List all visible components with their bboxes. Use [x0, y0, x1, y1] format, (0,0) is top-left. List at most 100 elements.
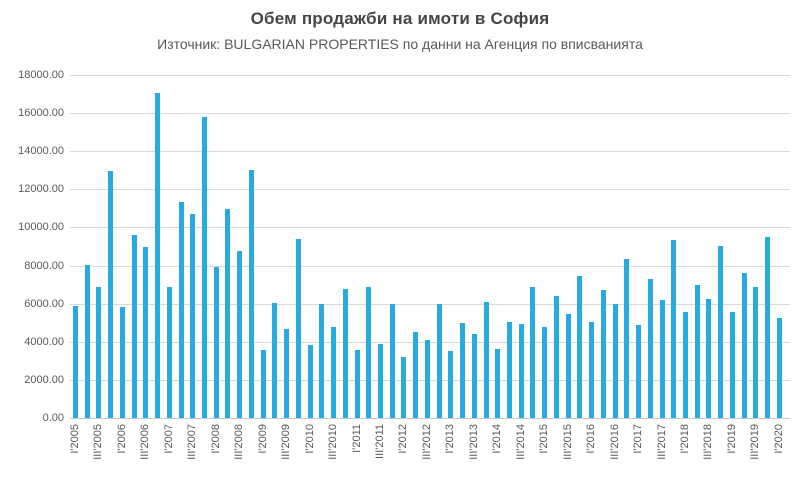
- y-tick-label: 16000.00: [18, 107, 64, 120]
- bar-II'2019: [741, 273, 747, 418]
- bar-I'2013: [448, 351, 454, 418]
- x-tick-label: I'2020: [772, 424, 785, 454]
- bar-IV'2016: [624, 258, 630, 418]
- x-tick-label: I'2009: [256, 424, 269, 454]
- bar-II'2005: [84, 264, 90, 418]
- bar-II'2006: [131, 235, 137, 418]
- y-tick-label: 8000.00: [24, 259, 64, 272]
- bar-III'2008: [237, 251, 243, 418]
- bar-IV'2008: [248, 170, 254, 418]
- x-tick-label: I'2014: [491, 424, 504, 454]
- bar-III'2015: [565, 314, 571, 418]
- x-tick-label: III'2010: [327, 424, 340, 460]
- bar-IV'2007: [202, 116, 208, 418]
- x-tick-label: I'2012: [397, 424, 410, 454]
- gridline: [70, 303, 790, 305]
- gridline: [70, 151, 790, 153]
- x-tick-label: III'2005: [92, 424, 105, 460]
- plot-area: [70, 75, 790, 419]
- y-tick-label: 18000.00: [18, 69, 64, 81]
- bar-IV'2014: [530, 286, 536, 418]
- y-tick-label: 14000.00: [18, 145, 64, 158]
- chart-title: Обем продажби на имоти в София: [250, 9, 550, 28]
- y-tick-label: 4000.00: [24, 335, 64, 348]
- bar-I'2019: [729, 312, 735, 418]
- x-tick-label: III'2017: [655, 424, 668, 460]
- x-tick-label: III'2006: [139, 424, 152, 460]
- bar-II'2014: [507, 321, 512, 418]
- bar-IV'2009: [295, 238, 301, 418]
- x-tick-label: III'2018: [702, 424, 715, 460]
- gridline: [70, 265, 790, 267]
- gridline: [70, 75, 790, 76]
- bar-II'2011: [366, 287, 372, 418]
- bar-IV'2017: [671, 239, 677, 418]
- y-tick-label: 12000.00: [18, 183, 64, 196]
- bar-II'2012: [413, 332, 419, 418]
- y-tick-label: 10000.00: [18, 221, 64, 234]
- y-tick-label: 0.00: [42, 412, 64, 424]
- bar-IV'2005: [108, 171, 114, 418]
- gridline: [70, 379, 790, 381]
- x-tick-label: I'2006: [115, 424, 128, 454]
- bar-III'2017: [659, 299, 665, 418]
- bar-I'2020: [776, 317, 782, 418]
- bar-III'2011: [377, 343, 383, 418]
- bar-II'2008: [225, 209, 231, 418]
- x-tick-label: I'2011: [350, 424, 363, 453]
- x-tick-label: I'2010: [303, 424, 316, 454]
- bar-II'2016: [600, 290, 606, 418]
- bar-IV'2015: [577, 276, 583, 418]
- bar-II'2010: [319, 303, 325, 418]
- bar-III'2014: [518, 323, 524, 418]
- bar-IV'2010: [342, 289, 348, 418]
- bar-I'2008: [213, 266, 219, 418]
- x-tick-label: I'2013: [444, 424, 457, 454]
- x-tick-label: III'2019: [749, 424, 762, 460]
- bar-IV'2006: [155, 93, 161, 418]
- bar-I'2009: [260, 350, 266, 418]
- bar-IV'2012: [436, 303, 442, 418]
- bar-IV'2011: [389, 303, 395, 418]
- bar-I'2010: [307, 344, 313, 418]
- bar-IV'2019: [765, 236, 771, 418]
- bar-III'2012: [424, 339, 430, 418]
- x-tick-label: III'2007: [186, 424, 199, 460]
- y-tick-label: 2000.00: [24, 373, 64, 386]
- bar-I'2018: [682, 312, 688, 418]
- bar-I'2011: [354, 350, 360, 418]
- bar-III'2019: [753, 287, 759, 418]
- gridline: [70, 113, 790, 115]
- x-tick-label: III'2009: [280, 424, 293, 460]
- bar-I'2014: [495, 349, 501, 418]
- x-tick-label: III'2016: [608, 424, 621, 460]
- x-tick-label: I'2016: [585, 424, 598, 454]
- x-tick-label: I'2015: [538, 424, 551, 454]
- bar-I'2007: [166, 286, 172, 418]
- bar-III'2005: [96, 286, 102, 418]
- bar-III'2006: [143, 247, 149, 418]
- x-axis-line: [70, 418, 790, 419]
- bar-III'2009: [284, 329, 290, 418]
- bar-II'2009: [272, 302, 278, 418]
- bar-III'2018: [706, 298, 712, 418]
- bar-III'2010: [331, 326, 337, 418]
- bar-II'2015: [553, 296, 559, 418]
- x-tick-label: I'2017: [632, 424, 645, 454]
- x-tick-label: III'2014: [514, 424, 527, 460]
- bar-IV'2013: [483, 301, 489, 418]
- bar-II'2017: [647, 278, 653, 418]
- x-tick-label: I'2005: [69, 424, 81, 454]
- bar-I'2005: [73, 305, 78, 418]
- x-tick-label: III'2015: [561, 424, 574, 460]
- x-tick-label: I'2018: [678, 424, 691, 454]
- y-tick-label: 6000.00: [24, 297, 64, 310]
- bar-II'2007: [178, 201, 184, 418]
- bar-II'2018: [694, 284, 700, 418]
- bar-I'2017: [636, 324, 642, 418]
- bar-I'2012: [401, 357, 407, 418]
- x-tick-label: III'2008: [233, 424, 246, 460]
- bar-IV'2018: [718, 245, 724, 418]
- bar-I'2015: [542, 327, 548, 418]
